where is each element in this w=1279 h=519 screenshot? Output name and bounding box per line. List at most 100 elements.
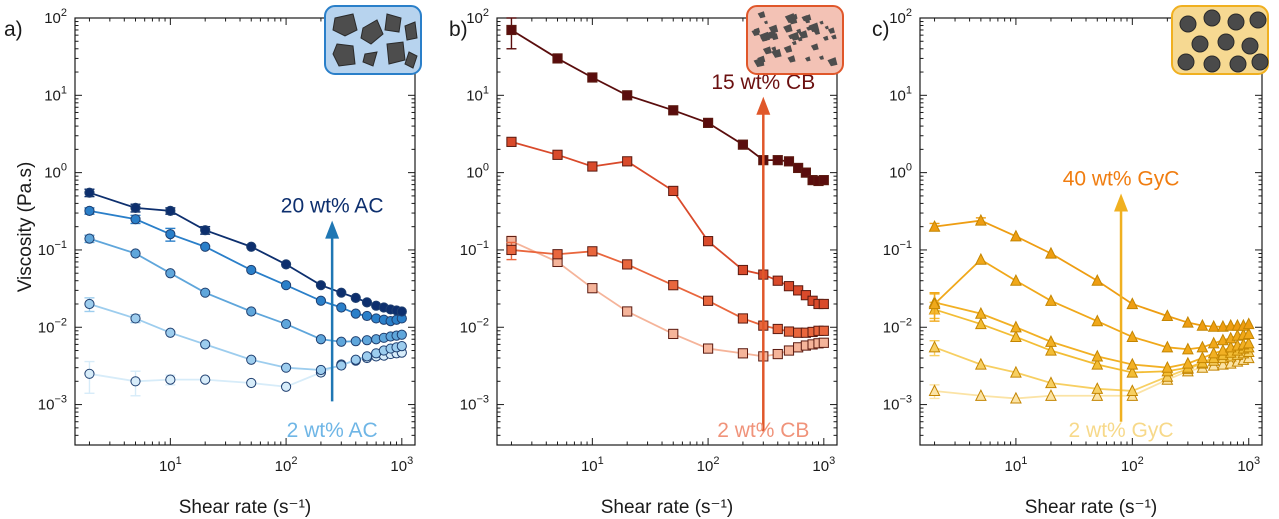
data-point xyxy=(1181,342,1194,355)
data-point xyxy=(506,244,517,256)
particle xyxy=(332,43,356,67)
data-point xyxy=(506,24,517,36)
data-point xyxy=(84,298,95,310)
data-point xyxy=(1010,229,1022,242)
data-point xyxy=(1126,330,1139,343)
data-point xyxy=(974,213,987,226)
series-2 xyxy=(84,297,407,376)
data-point xyxy=(246,306,257,317)
data-point xyxy=(315,280,327,291)
data-point xyxy=(84,368,95,379)
data-point xyxy=(165,327,176,338)
data-point xyxy=(783,345,795,356)
particle xyxy=(831,34,837,40)
particle xyxy=(760,35,768,42)
data-point xyxy=(818,337,829,348)
data-point xyxy=(928,384,941,397)
data-point xyxy=(772,155,783,166)
x-tick-label: 102 xyxy=(275,455,298,475)
y-tick-label: 10−2 xyxy=(883,316,912,336)
particle xyxy=(1241,37,1259,55)
data-point xyxy=(1126,365,1139,378)
data-point xyxy=(350,354,361,365)
data-point xyxy=(1207,336,1220,349)
particle xyxy=(1191,35,1209,53)
particle xyxy=(787,55,796,63)
data-point xyxy=(200,287,211,298)
data-point xyxy=(1242,327,1255,340)
data-point xyxy=(1181,315,1194,328)
particle xyxy=(808,22,820,33)
data-point xyxy=(336,287,347,298)
data-point xyxy=(737,348,749,359)
particle xyxy=(819,20,824,25)
panel-label: b) xyxy=(449,18,468,41)
y-tick-label: 10−1 xyxy=(38,239,67,259)
data-point xyxy=(974,317,987,330)
y-tick-label: 101 xyxy=(889,84,912,104)
data-point xyxy=(587,161,598,172)
particle xyxy=(827,27,835,34)
data-point xyxy=(1045,343,1057,356)
data-point xyxy=(200,225,211,236)
data-point xyxy=(737,264,749,276)
data-point xyxy=(130,376,141,387)
data-point xyxy=(1010,320,1022,333)
data-point xyxy=(1161,340,1174,353)
series-4 xyxy=(928,293,1255,373)
data-point xyxy=(587,72,598,83)
top-annotation: 20 wt% AC xyxy=(281,195,384,218)
data-point xyxy=(1045,389,1057,401)
series-3 xyxy=(84,233,407,347)
particle xyxy=(1227,13,1245,31)
data-point xyxy=(396,341,407,352)
particle xyxy=(791,40,797,46)
data-point xyxy=(350,308,361,319)
data-point xyxy=(1045,376,1057,389)
data-point xyxy=(702,236,714,247)
particle xyxy=(783,45,793,53)
x-tick-label: 101 xyxy=(159,455,182,475)
data-point xyxy=(974,306,987,319)
series-4 xyxy=(84,205,407,327)
y-tick-label: 102 xyxy=(466,7,489,27)
data-point xyxy=(668,185,679,197)
series-2 xyxy=(506,241,829,338)
particle xyxy=(790,14,798,20)
y-tick-label: 101 xyxy=(466,84,489,104)
particle xyxy=(751,28,760,36)
data-point xyxy=(130,214,141,225)
irregular-particles-icon xyxy=(324,5,422,75)
data-point xyxy=(668,280,679,291)
data-point xyxy=(702,295,714,306)
panel-c: 10−3 10−2 10−1 100 101 102 101 102 103 Shear rate… xyxy=(872,5,1269,518)
particle xyxy=(1203,9,1221,27)
particle xyxy=(788,33,794,40)
bottom-annotation: 2 wt% CB xyxy=(717,419,809,442)
data-point xyxy=(1126,384,1139,397)
data-point xyxy=(1010,391,1022,404)
data-point xyxy=(1091,314,1104,327)
data-point xyxy=(246,241,257,252)
data-point xyxy=(772,275,783,286)
data-point xyxy=(737,139,749,150)
data-point xyxy=(336,336,347,347)
data-point xyxy=(130,248,141,259)
data-point xyxy=(1181,356,1194,369)
data-point xyxy=(974,357,987,370)
particle xyxy=(798,30,808,39)
panel-label: c) xyxy=(872,18,890,41)
data-point xyxy=(622,90,633,101)
data-point xyxy=(552,53,563,64)
particle xyxy=(758,59,765,65)
y-tick-label: 100 xyxy=(889,162,912,182)
series-6 xyxy=(928,213,1255,332)
particle xyxy=(827,57,838,67)
data-point xyxy=(315,364,327,376)
particle xyxy=(757,11,766,19)
data-point xyxy=(668,105,679,116)
bottom-annotation: 2 wt% GyC xyxy=(1069,419,1174,442)
data-point xyxy=(1091,357,1104,370)
data-point xyxy=(668,328,679,340)
data-point xyxy=(200,339,211,350)
